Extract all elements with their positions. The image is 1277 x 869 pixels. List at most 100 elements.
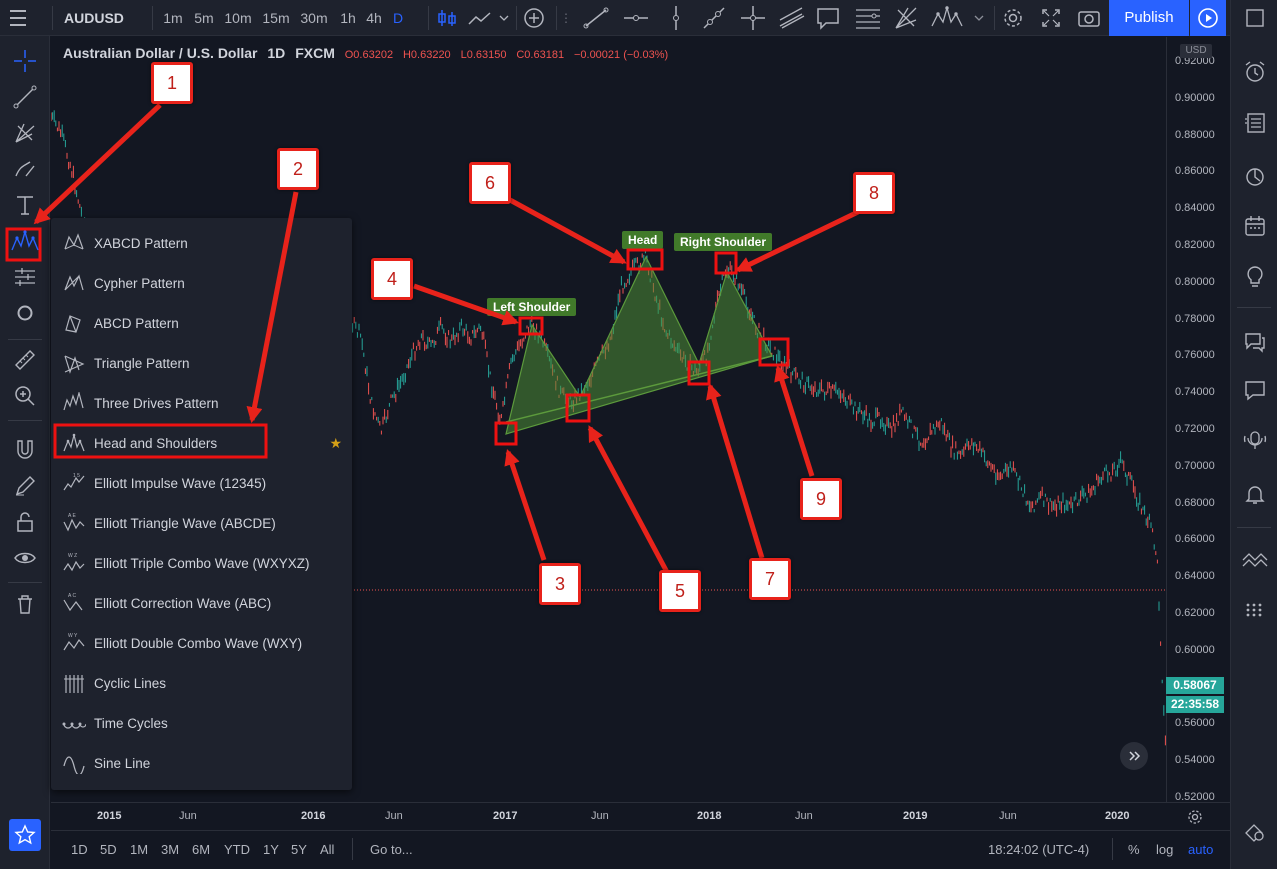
head-label[interactable]: Head [622, 231, 664, 249]
range-5d[interactable]: 5D [100, 842, 117, 857]
menu-item-head-and-shoulders[interactable]: Head and Shoulders ★ [51, 423, 352, 463]
messages-icon[interactable] [1237, 372, 1273, 408]
eye-icon[interactable] [5, 542, 45, 574]
menu-item-cypher-pattern[interactable]: Cypher Pattern [51, 263, 352, 303]
stay-in-drawing-icon[interactable] [5, 470, 45, 502]
currency-label[interactable]: USD [1180, 44, 1212, 58]
settings-gear-icon[interactable] [1000, 0, 1028, 36]
arrow-2 [246, 191, 299, 424]
menu-item-cyclic-lines[interactable]: Cyclic Lines [51, 663, 352, 703]
interval-5m[interactable]: 5m [194, 10, 214, 26]
alarm-clock-icon[interactable] [1237, 54, 1273, 90]
fib-retracement-icon[interactable] [850, 0, 886, 36]
crosshair-icon[interactable] [5, 45, 45, 77]
three-drives-pattern-icon [51, 392, 94, 414]
menu-item-elliott-triple-combo-wave-wxyxz[interactable]: W Z Elliott Triple Combo Wave (WXYXZ) [51, 543, 352, 583]
favorites-star-icon[interactable] [9, 819, 41, 851]
range-1y[interactable]: 1Y [263, 842, 279, 857]
auto-toggle[interactable]: auto [1188, 842, 1214, 857]
interval-10m[interactable]: 10m [224, 10, 252, 26]
trend-line-icon[interactable] [578, 0, 614, 36]
menu-item-elliott-correction-wave-abc[interactable]: A C Elliott Correction Wave (ABC) [51, 583, 352, 623]
watchlist-icon[interactable] [1237, 0, 1273, 36]
range-3m[interactable]: 3M [161, 842, 180, 857]
range-1m[interactable]: 1M [130, 842, 149, 857]
patterns-toolbar-icon[interactable] [928, 0, 972, 36]
lock-icon[interactable] [5, 506, 45, 538]
menu-item-sine-line[interactable]: Sine Line [51, 743, 352, 783]
streams-icon[interactable] [1237, 423, 1273, 459]
interval-1m[interactable]: 1m [163, 10, 183, 26]
menu-item-elliott-impulse-wave-12345[interactable]: 1 5 Elliott Impulse Wave (12345) [51, 463, 352, 503]
object-tree-icon[interactable] [1237, 592, 1273, 628]
vertical-line-icon[interactable] [658, 0, 694, 36]
chevron-down-icon[interactable] [972, 0, 992, 36]
scroll-to-realtime-icon[interactable] [1120, 742, 1148, 770]
menu-item-elliott-double-combo-wave-wxy[interactable]: W Y Elliott Double Combo Wave (WXY) [51, 623, 352, 663]
horizontal-line-icon[interactable] [618, 0, 654, 36]
zoom-in-icon[interactable] [5, 380, 45, 412]
trend-line-tool-icon[interactable] [5, 81, 45, 113]
chat-icon[interactable] [1237, 324, 1273, 360]
magnet-icon[interactable] [5, 434, 45, 466]
range-1d[interactable]: 1D [71, 842, 88, 857]
gann-fan-icon[interactable] [888, 0, 924, 36]
percent-toggle[interactable]: % [1128, 842, 1140, 857]
right-shoulder-label[interactable]: Right Shoulder [674, 233, 772, 251]
interval-30m[interactable]: 30m [300, 10, 328, 26]
interval-1h[interactable]: 1h [340, 10, 356, 26]
trash-icon[interactable] [5, 588, 45, 620]
depth-of-market-icon[interactable] [1237, 541, 1273, 577]
ideas-lightbulb-icon[interactable] [1237, 259, 1273, 295]
symbol-search[interactable]: AUDUSD [64, 10, 124, 26]
notifications-bell-icon[interactable] [1237, 476, 1273, 512]
ruler-icon[interactable] [5, 344, 45, 376]
paid-plan-icon[interactable] [1237, 814, 1273, 850]
calendar-icon[interactable] [1237, 208, 1273, 244]
text-tool-icon[interactable] [5, 189, 45, 221]
range-6m[interactable]: 6M [192, 842, 211, 857]
parallel-channel-icon[interactable] [774, 0, 810, 36]
cross-line-icon[interactable] [735, 0, 771, 36]
interval-d[interactable]: D [392, 10, 404, 26]
goto-date-button[interactable]: Go to... [370, 842, 413, 857]
menu-icon[interactable] [8, 0, 42, 36]
drag-handle-icon[interactable]: ⋮ [560, 11, 572, 25]
menu-item-three-drives-pattern[interactable]: Three Drives Pattern [51, 383, 352, 423]
patterns-tool-icon[interactable] [5, 225, 45, 257]
replay-play-icon[interactable] [1190, 0, 1226, 36]
gann-fib-tool-icon[interactable] [5, 117, 45, 149]
indicators-plus-icon[interactable] [522, 0, 548, 36]
interval-4h[interactable]: 4h [366, 10, 382, 26]
candles-icon[interactable] [436, 0, 462, 36]
menu-item-xabcd-pattern[interactable]: XABCD Pattern [51, 223, 352, 263]
publish-button[interactable]: Publish [1109, 0, 1189, 36]
log-toggle[interactable]: log [1156, 842, 1174, 857]
menu-item-elliott-triangle-wave-abcde[interactable]: A E Elliott Triangle Wave (ABCDE) [51, 503, 352, 543]
callout-9: 9 [800, 478, 842, 520]
neckline[interactable] [505, 355, 773, 423]
range-all[interactable]: All [320, 842, 335, 857]
ray-icon[interactable] [696, 0, 732, 36]
callout-icon[interactable] [810, 0, 846, 36]
data-window-icon[interactable] [1237, 105, 1273, 141]
camera-icon[interactable] [1076, 0, 1106, 36]
price-axis[interactable]: 0.92000 0.90000 0.88000 0.86000 0.84000 0.820… [1166, 37, 1230, 803]
fullscreen-icon[interactable] [1038, 0, 1068, 36]
range-ytd[interactable]: YTD [224, 842, 250, 857]
axis-settings-icon[interactable] [1186, 808, 1204, 826]
chart-style-icon[interactable] [466, 0, 516, 36]
range-5y[interactable]: 5Y [291, 842, 307, 857]
shapes-circle-icon[interactable] [5, 297, 45, 329]
menu-item-time-cycles[interactable]: Time Cycles [51, 703, 352, 743]
menu-item-triangle-pattern[interactable]: Triangle Pattern [51, 343, 352, 383]
menu-item-abcd-pattern[interactable]: ABCD Pattern [51, 303, 352, 343]
hotlist-icon[interactable] [1237, 158, 1273, 194]
time-axis[interactable]: 2015 Jun 2016 Jun 2017 Jun 2018 Jun 2019 Jun 2020 [51, 802, 1230, 830]
brush-tool-icon[interactable] [5, 153, 45, 185]
head-and-shoulders-drawing[interactable] [505, 255, 773, 435]
prediction-tool-icon[interactable] [5, 261, 45, 293]
favorite-star-icon[interactable]: ★ [329, 434, 342, 451]
interval-15m[interactable]: 15m [262, 10, 290, 26]
clock-timezone[interactable]: 18:24:02 (UTC-4) [988, 842, 1090, 857]
